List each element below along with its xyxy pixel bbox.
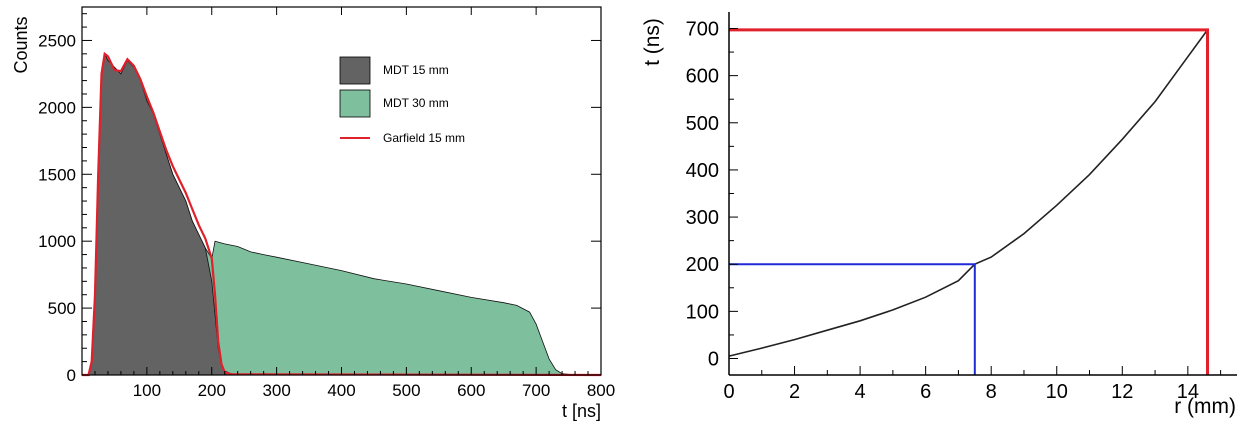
y-tick-label: 500 <box>48 299 76 318</box>
rt-x-tick-label: 10 <box>1046 381 1068 403</box>
rt-x-tick-label: 8 <box>986 381 997 403</box>
rt-y-tick-label: 600 <box>686 66 719 88</box>
rt-x-tick-label: 4 <box>855 381 866 403</box>
legend-label-garfield-15: Garfield 15 mm <box>383 131 465 145</box>
histogram-legend: MDT 15 mm MDT 30 mm Garfield 15 mm <box>339 56 465 145</box>
x-tick-label: 100 <box>133 381 161 400</box>
rt-y-tick-label: 100 <box>686 301 719 323</box>
rt-y-tick-label: 700 <box>686 19 719 41</box>
rt-axes: 0 2 4 6 8 10 12 14 0 100 200 300 400 500 600 700 <box>686 12 1237 403</box>
legend-label-mdt-15: MDT 15 mm <box>383 63 449 77</box>
legend-label-mdt-30: MDT 30 mm <box>383 96 449 110</box>
x-tick-label: 700 <box>522 381 550 400</box>
y-tick-label: 2000 <box>38 98 76 117</box>
histogram-x-axis-label: t [ns] <box>562 401 601 421</box>
rt-y-tick-label: 400 <box>686 160 719 182</box>
rt-plot-area <box>728 28 1210 375</box>
y-tick-label: 0 <box>67 366 76 385</box>
rt-y-tick-label: 0 <box>708 349 719 371</box>
x-tick-label: 800 <box>587 381 615 400</box>
rt-x-axis-label: r (mm) <box>1174 395 1236 418</box>
rt-x-tick-label: 0 <box>723 381 734 403</box>
rt-y-axis-label: t (ns) <box>641 18 664 66</box>
rt-x-tick-label: 2 <box>789 381 800 403</box>
y-tick-label: 1500 <box>38 165 76 184</box>
x-tick-label: 600 <box>457 381 485 400</box>
red-marker-lines <box>729 28 1210 375</box>
y-tick-label: 2500 <box>38 31 76 50</box>
y-tick-label: 1000 <box>38 232 76 251</box>
drift-time-histogram: 100 200 300 400 500 600 700 800 0 500 1000 1500 2000… <box>11 6 615 421</box>
x-tick-label: 500 <box>392 381 420 400</box>
histogram-axes: 100 200 300 400 500 600 700 800 0 500 1000 1500 2000… <box>38 7 615 400</box>
rt-x-tick-label: 6 <box>920 381 931 403</box>
x-tick-label: 200 <box>198 381 226 400</box>
rt-x-tick-label: 14 <box>1177 381 1199 403</box>
legend-swatch-mdt-15 <box>339 56 371 85</box>
histogram-y-axis-label: Counts <box>11 16 31 73</box>
x-tick-label: 400 <box>327 381 355 400</box>
histogram-series-1 <box>82 52 238 376</box>
rt-x-tick-label: 12 <box>1111 381 1133 403</box>
rt-curve <box>728 29 1209 357</box>
rt-relation-chart: 0 2 4 6 8 10 12 14 0 100 200 300 400 500 600 700 t (ns)… <box>641 12 1237 418</box>
rt-y-tick-label: 300 <box>686 207 719 229</box>
blue-marker-lines <box>729 263 976 375</box>
rt-y-tick-label: 200 <box>686 254 719 276</box>
rt-y-tick-label: 500 <box>686 113 719 135</box>
x-tick-label: 300 <box>262 381 290 400</box>
legend-swatch-mdt-30 <box>339 89 371 118</box>
histogram-plot-area <box>82 51 602 377</box>
garfield-curve <box>82 51 602 377</box>
